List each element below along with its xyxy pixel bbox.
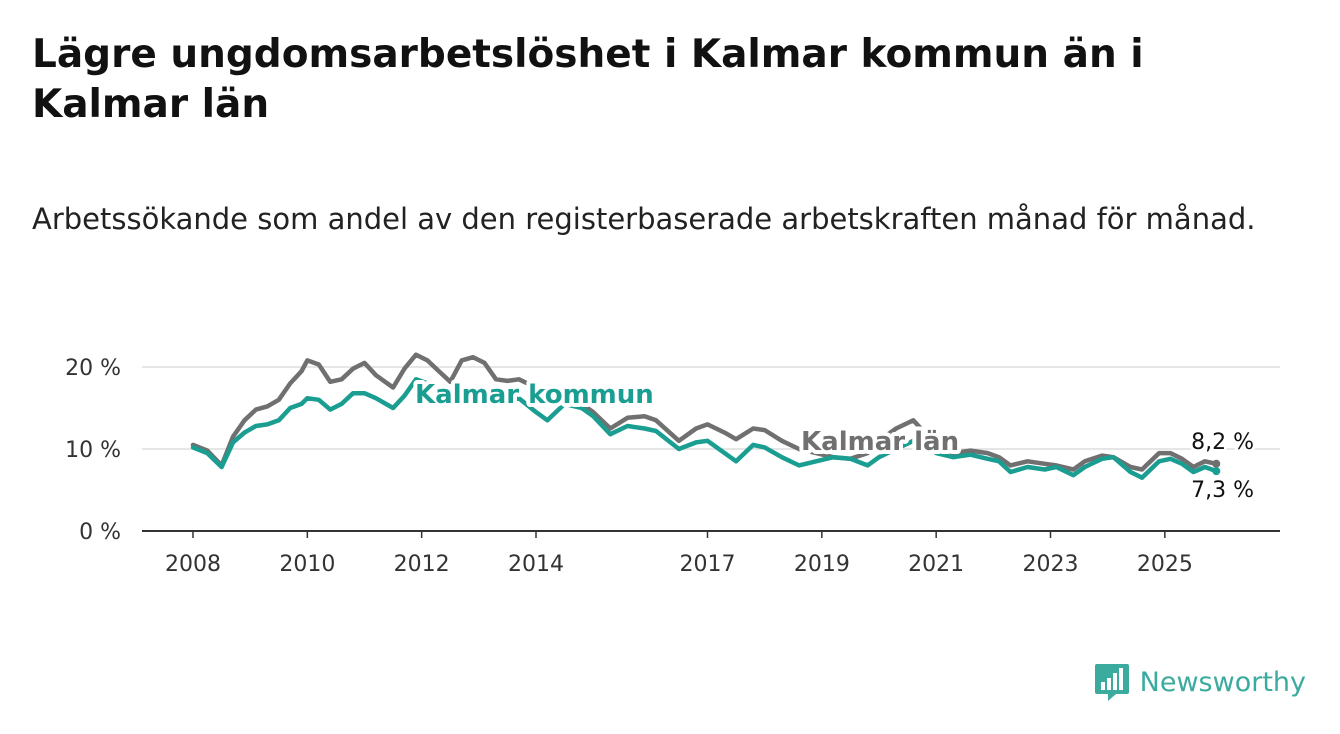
series-label-kalmar-lan: Kalmar län [801,427,959,457]
chart-title: Lägre ungdomsarbetslöshet i Kalmar kommu… [32,32,1144,127]
y-tick-label: 20 % [65,356,121,381]
x-tick-label: 2017 [680,552,736,577]
x-axis-ticks: 2008 2010 2012 2014 2017 2019 2021 2023 2025 [165,531,1193,577]
x-tick-label: 2019 [794,552,850,577]
series-lines [190,352,1221,480]
chart-subtitle: Arbetssökande som andel av den registerb… [32,202,1256,236]
end-label-kalmar-kommun: 7,3 % [1191,478,1254,503]
series-labels: Kalmar kommun Kalmar län 8,2 % 7,3 % [411,376,1257,506]
brand: Newsworthy [1094,662,1306,702]
x-tick-label: 2010 [279,552,335,577]
series-end-dot [1212,467,1221,476]
bar-chart-logo-icon [1094,664,1129,701]
line-chart: 0 % 10 % 20 % 2008 2010 2012 2014 2017 2019 2021… [65,352,1280,577]
y-tick-label: 10 % [65,438,121,463]
y-tick-label: 0 % [79,520,121,545]
series-end-dot [1212,459,1221,468]
x-tick-label: 2008 [165,552,221,577]
x-tick-label: 2021 [908,552,964,577]
y-axis-tick-labels: 0 % 10 % 20 % [65,356,121,545]
gridlines [142,366,1280,450]
series-line [190,377,1219,480]
x-tick-label: 2025 [1137,552,1193,577]
x-tick-label: 2012 [394,552,450,577]
series-line [190,352,1219,472]
x-tick-label: 2023 [1023,552,1079,577]
brand-name: Newsworthy [1139,666,1306,698]
end-label-kalmar-lan: 8,2 % [1191,430,1254,455]
x-tick-label: 2014 [508,552,564,577]
series-label-kalmar-kommun: Kalmar kommun [415,380,654,410]
